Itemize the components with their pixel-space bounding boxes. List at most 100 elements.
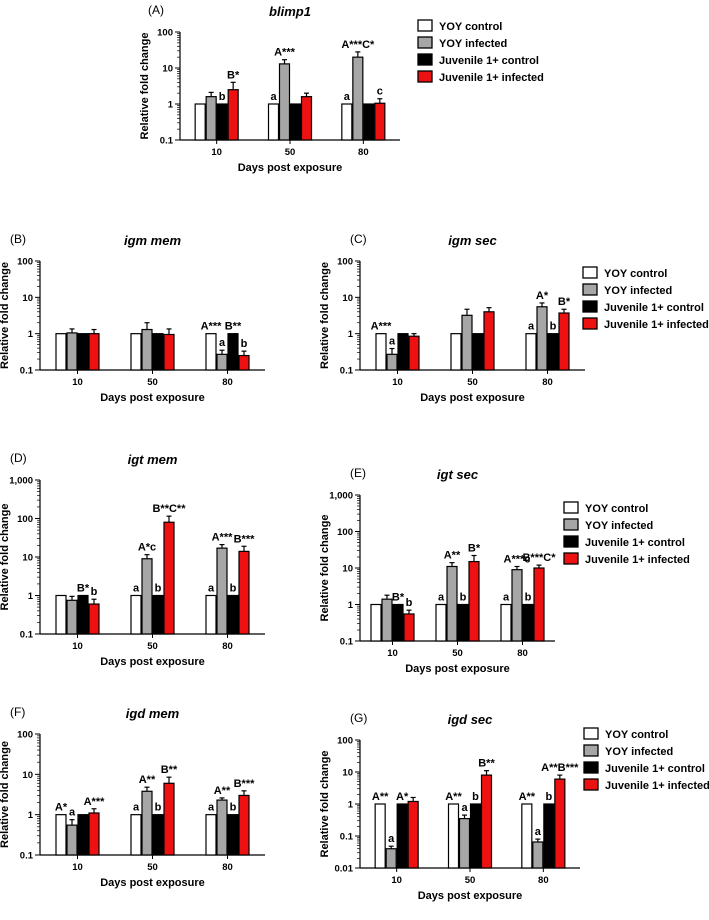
bar-yoy-infected [216, 353, 228, 371]
y-tick-label: 1 [348, 600, 354, 611]
panel-d: (D) igt mem 0.1 1 10 100 1,000 Relative fold ch… [0, 451, 265, 668]
bar-juv-control [152, 814, 164, 856]
legend-entry: YOY control [439, 21, 502, 33]
y-tick-label: 0.1 [340, 637, 354, 648]
bar-yoy-control [267, 103, 280, 141]
bar-yoy-infected [141, 328, 153, 371]
bar-yoy-infected [461, 314, 473, 371]
y-tick-label: 1,000 [9, 476, 33, 487]
x-tick-label: 10 [211, 147, 222, 158]
significance-label: b [406, 597, 413, 609]
legend: YOY control YOY infected Juvenile 1+ contr… [583, 727, 709, 792]
bar-juv-infected [163, 782, 175, 856]
bar-juv-infected [238, 794, 250, 856]
bar-juv-control [77, 814, 89, 856]
panel-b: (B) igm mem 0.1 1 10 100 Relative fold change 1… [0, 232, 265, 404]
significance-label: a [208, 583, 215, 595]
y-tick-label: 100 [337, 736, 353, 747]
significance-label: B** [478, 758, 495, 770]
y-tick-label: 100 [17, 257, 33, 268]
legend-entry: Juvenile 1+ infected [604, 319, 709, 331]
bar-yoy-control [370, 603, 382, 642]
x-axis-label: Days post exposure [420, 392, 525, 404]
significance-label: a [208, 802, 215, 814]
y-tick-label: 100 [157, 28, 173, 39]
chart-title: igd sec [448, 712, 494, 727]
bar-juv-infected [88, 812, 100, 856]
significance-label: a [133, 802, 140, 814]
y-tick-label: 100 [17, 730, 33, 741]
chart-title: igm mem [124, 233, 182, 248]
bar-yoy-infected [381, 598, 393, 642]
bar-yoy-infected [205, 96, 217, 141]
y-tick-label: 10 [22, 770, 33, 781]
bar-juv-control [397, 333, 409, 371]
significance-label: A** [445, 791, 462, 803]
bar-yoy-control [500, 603, 512, 642]
legend-entry: Juvenile 1+ control [605, 763, 705, 775]
bar-yoy-infected [446, 565, 458, 642]
bar-juv-infected [533, 567, 545, 642]
significance-label: a [133, 583, 140, 595]
panel-c: (C) igm sec 0.1 1 10 100 Relative fold change 1… [319, 232, 709, 404]
x-tick-label: 80 [517, 648, 528, 659]
significance-label: b [91, 586, 98, 598]
x-tick-label: 80 [222, 641, 233, 652]
panel-g: (G) igd sec 0.01 0.1 1 10 100 Relative fold cha… [319, 711, 709, 902]
legend-entry: Juvenile 1+ infected [585, 554, 690, 566]
significance-label: B* [468, 543, 481, 555]
bar-yoy-infected [66, 824, 78, 856]
significance-label: A** [139, 774, 156, 786]
significance-label: A* [536, 290, 549, 302]
y-tick-label: 100 [337, 527, 353, 538]
bar-yoy-infected [66, 599, 78, 635]
bar-yoy-control [205, 814, 217, 856]
x-tick-label: 10 [387, 648, 398, 659]
bar-yoy-control [205, 333, 217, 371]
significance-label: a [535, 826, 542, 838]
legend-swatch [583, 778, 599, 791]
y-axis-label: Relative fold change [0, 741, 11, 848]
x-axis-label: Days post exposure [405, 663, 510, 675]
bar-juv-infected [238, 354, 250, 371]
bar-juv-control [396, 803, 408, 869]
x-tick-label: 10 [392, 377, 403, 388]
bar-juv-infected [238, 550, 250, 635]
bar-juv-infected [554, 778, 566, 869]
bar-juv-control [216, 103, 228, 141]
panel-e: (E) igt sec 0.1 1 10 100 1,000 Relative fold ch… [319, 466, 690, 675]
bar-yoy-control [375, 333, 387, 371]
bar-yoy-infected [385, 848, 397, 869]
bar-juv-control [547, 333, 559, 371]
significance-label: b [525, 592, 532, 604]
significance-label: c [377, 86, 383, 98]
legend: YOY control YOY infected Juvenile 1+ contr… [563, 501, 690, 566]
y-tick-label: 1 [28, 591, 34, 602]
y-tick-label: 0.1 [160, 136, 174, 147]
legend-entry: YOY infected [604, 285, 672, 297]
legend: YOY control YOY infected Juvenile 1+ contr… [417, 19, 544, 84]
panel-label: (A) [148, 3, 164, 17]
legend-swatch [563, 535, 579, 548]
significance-label: a [388, 833, 395, 845]
y-axis-label: Relative fold change [319, 262, 331, 369]
bar-juv-infected [163, 521, 175, 635]
y-tick-label: 1 [28, 810, 34, 821]
bar-yoy-control [130, 594, 142, 635]
legend-swatch [563, 552, 579, 565]
legend-swatch [417, 53, 433, 66]
y-tick-label: 1 [168, 100, 174, 111]
bar-yoy-infected [352, 56, 364, 141]
significance-label: a [528, 321, 535, 333]
chart-title: blimp1 [269, 4, 311, 19]
significance-label: b [230, 583, 237, 595]
bar-yoy-control [55, 814, 67, 856]
x-tick-label: 50 [465, 875, 476, 886]
bar-yoy-infected [536, 306, 548, 371]
bar-juv-control [472, 333, 484, 371]
significance-label: A***C* [341, 39, 375, 51]
bar-yoy-control [447, 803, 460, 869]
y-tick-label: 1,000 [329, 491, 353, 502]
panel-label: (C) [350, 232, 367, 246]
significance-label: B** [225, 321, 242, 333]
